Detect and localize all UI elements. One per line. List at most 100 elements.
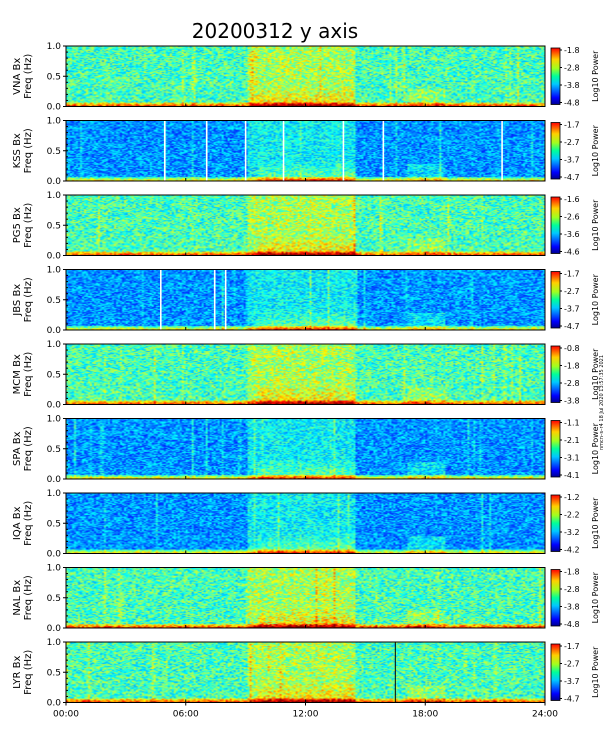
spectrogram-image bbox=[66, 120, 545, 181]
y-axis-label: IQA Bx bbox=[12, 506, 23, 540]
y-axis-unit-label: Freq (Hz) bbox=[23, 575, 34, 620]
y-tick-label: 0.5 bbox=[47, 370, 61, 380]
colorbar-tick-label: -4.2 bbox=[564, 546, 580, 555]
y-axis-label: MCM Bx bbox=[12, 354, 23, 394]
y-tick-label: 0.0 bbox=[47, 550, 62, 560]
y-tick-label: 1.0 bbox=[47, 415, 62, 425]
colorbar-tick-label: -1.7 bbox=[564, 642, 580, 651]
colorbar bbox=[550, 420, 561, 478]
colorbar-label: Log10 Power bbox=[591, 273, 600, 325]
panel-pg5: 0.0 0.5 1.0 PG5 Bx Freq (Hz) -1.6 -2.6 -3.6 -4.6… bbox=[12, 191, 600, 262]
colorbar-tick-label: -4.1 bbox=[564, 471, 580, 480]
y-tick-label: 1.0 bbox=[47, 42, 62, 52]
y-axis-label: NAL Bx bbox=[12, 580, 23, 616]
colorbar-label: Log10 Power bbox=[591, 422, 600, 474]
colorbar bbox=[550, 47, 561, 105]
colorbar-tick-label: -3.8 bbox=[564, 603, 580, 612]
panel-spa: 0.0 0.5 1.0 SPA Bx Freq (Hz) -1.1 -2.1 -3.1 -4.1… bbox=[12, 415, 600, 486]
colorbar-tick-label: -2.6 bbox=[564, 213, 580, 222]
colorbar bbox=[550, 643, 561, 701]
colorbar-tick-label: -1.6 bbox=[564, 195, 580, 204]
colorbar-tick-label: -3.8 bbox=[564, 81, 580, 90]
y-axis-label: PG5 Bx bbox=[12, 207, 23, 243]
y-tick-label: 0.5 bbox=[47, 296, 61, 306]
colorbar-tick-label: -2.8 bbox=[564, 585, 580, 594]
spectrogram-image bbox=[66, 642, 545, 703]
colorbar-tick-label: -4.8 bbox=[564, 620, 580, 629]
y-axis-label: JBS Bx bbox=[12, 284, 23, 317]
y-axis-unit-label: Freq (Hz) bbox=[23, 277, 34, 322]
colorbar-tick-label: -4.6 bbox=[564, 248, 580, 257]
colorbar-tick-label: -4.7 bbox=[564, 322, 580, 331]
y-tick-label: 1.0 bbox=[47, 191, 62, 201]
y-tick-label: 0.5 bbox=[47, 519, 61, 529]
colorbar-tick-label: -1.2 bbox=[564, 493, 580, 502]
y-tick-label: 0.5 bbox=[47, 668, 61, 678]
colorbar-tick-label: -2.8 bbox=[564, 379, 580, 388]
y-axis-label: SPA Bx bbox=[12, 431, 23, 466]
colorbar bbox=[550, 271, 561, 329]
colorbar-tick-label: -2.7 bbox=[564, 138, 580, 147]
y-tick-label: 1.0 bbox=[47, 489, 62, 499]
spectrogram-image bbox=[66, 567, 545, 628]
colorbar bbox=[550, 196, 561, 254]
y-tick-label: 0.0 bbox=[47, 624, 62, 634]
colorbar-tick-label: -2.7 bbox=[564, 287, 580, 296]
colorbar-tick-label: -4.7 bbox=[564, 173, 580, 182]
colorbar-tick-label: -2.2 bbox=[564, 511, 580, 520]
y-axis-unit-label: Freq (Hz) bbox=[23, 426, 34, 471]
spectrogram-image bbox=[66, 269, 545, 330]
y-axis-unit-label: Freq (Hz) bbox=[23, 650, 34, 695]
y-axis-unit-label: Freq (Hz) bbox=[23, 128, 34, 173]
colorbar-tick-label: -1.7 bbox=[564, 270, 580, 279]
y-axis-label: KSS Bx bbox=[12, 133, 23, 168]
y-tick-label: 1.0 bbox=[47, 340, 62, 350]
colorbar-tick-label: -0.8 bbox=[564, 344, 580, 353]
y-tick-label: 1.0 bbox=[47, 266, 62, 276]
y-axis-unit-label: Freq (Hz) bbox=[23, 203, 34, 248]
colorbar-label: Log10 Power bbox=[591, 497, 600, 549]
colorbar-tick-label: -3.7 bbox=[564, 156, 580, 165]
y-axis-label: LYR Bx bbox=[12, 656, 23, 689]
colorbar-tick-label: -3.2 bbox=[564, 528, 580, 537]
y-tick-label: 0.0 bbox=[47, 475, 62, 485]
panel-iqa: 0.0 0.5 1.0 IQA Bx Freq (Hz) -1.2 -2.2 -3.2 -4.2… bbox=[12, 489, 600, 560]
y-tick-label: 0.5 bbox=[47, 147, 61, 157]
y-tick-label: 0.5 bbox=[47, 221, 61, 231]
colorbar-tick-label: -2.8 bbox=[564, 64, 580, 73]
colorbar-label: Log10 Power bbox=[591, 124, 600, 176]
side-stamp: nmcn–s–r4 18 Jul 2020 13:57:35 2021 bbox=[599, 355, 605, 450]
y-tick-label: 0.0 bbox=[47, 252, 62, 262]
y-tick-label: 0.0 bbox=[47, 326, 62, 336]
y-tick-label: 0.0 bbox=[47, 699, 62, 709]
y-tick-label: 0.5 bbox=[47, 594, 61, 604]
x-tick-label: 00:00 bbox=[53, 710, 79, 720]
y-tick-label: 0.0 bbox=[47, 177, 62, 187]
colorbar bbox=[550, 569, 561, 627]
y-tick-label: 0.0 bbox=[47, 401, 62, 411]
panel-vna: 0.0 0.5 1.0 VNA Bx Freq (Hz) -1.8 -2.8 -3.8 -4.8… bbox=[12, 42, 600, 113]
x-tick-label: 24:00 bbox=[532, 710, 558, 720]
colorbar-tick-label: -1.1 bbox=[564, 419, 580, 428]
colorbar-tick-label: -4.8 bbox=[564, 99, 580, 108]
colorbar-tick-label: -1.7 bbox=[564, 121, 580, 130]
spectrogram-image bbox=[66, 418, 545, 479]
spectrogram-image bbox=[66, 195, 545, 256]
colorbar-label: Log10 Power bbox=[591, 571, 600, 623]
colorbar-tick-label: -1.8 bbox=[564, 568, 580, 577]
panel-jbs: 0.0 0.5 1.0 JBS Bx Freq (Hz) -1.7 -2.7 -3.7 -4.7… bbox=[12, 266, 600, 337]
spectrogram-image bbox=[66, 344, 545, 405]
colorbar-label: Log10 Power bbox=[591, 348, 600, 400]
y-axis-unit-label: Freq (Hz) bbox=[23, 501, 34, 546]
y-axis-unit-label: Freq (Hz) bbox=[23, 54, 34, 99]
panel-mcm: 0.0 0.5 1.0 MCM Bx Freq (Hz) -0.8 -1.8 -2.8 -3.8… bbox=[12, 340, 600, 411]
colorbar-tick-label: -4.7 bbox=[564, 695, 580, 704]
chart-title: 20200312 y axis bbox=[192, 19, 358, 43]
y-tick-label: 1.0 bbox=[47, 564, 62, 574]
colorbar-label: Log10 Power bbox=[591, 50, 600, 102]
colorbar-tick-label: -3.1 bbox=[564, 454, 580, 463]
panel-nal: 0.0 0.5 1.0 NAL Bx Freq (Hz) -1.8 -2.8 -3.8 -4.8… bbox=[12, 564, 600, 635]
y-tick-label: 0.5 bbox=[47, 72, 61, 82]
